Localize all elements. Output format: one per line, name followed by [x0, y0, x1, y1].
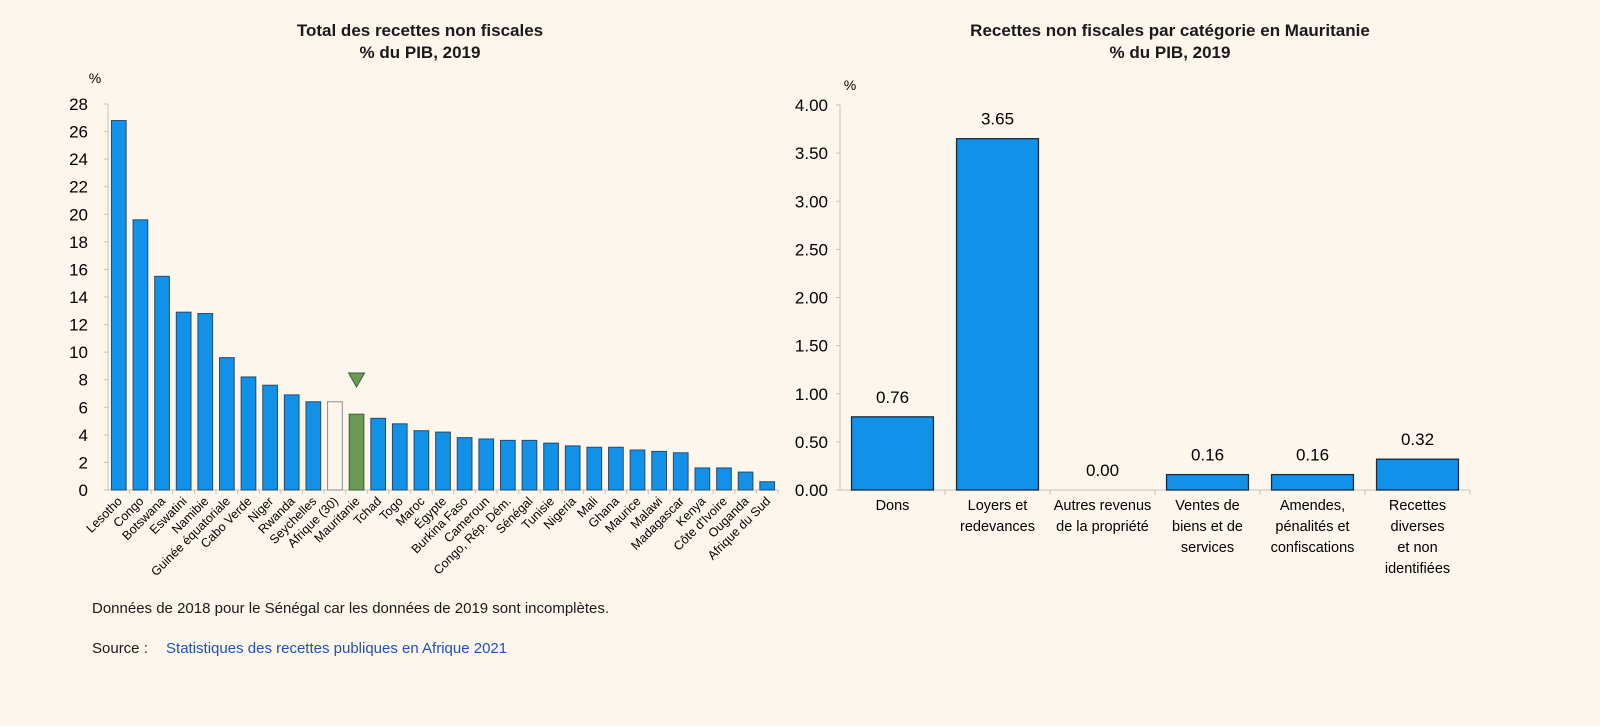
x-tick-label: identifiées [1385, 561, 1450, 577]
bar-eswatini [175, 311, 192, 491]
right-chart-title: Recettes non fiscales par catégorie en M… [870, 20, 1470, 64]
x-tick-label: redevances [960, 519, 1035, 535]
category-bar [1270, 473, 1355, 491]
bar-rwanda [283, 394, 300, 491]
y-tick-label: 4.00 [795, 96, 828, 115]
source-label: Source : [92, 640, 148, 657]
bar-seychelles [305, 401, 322, 491]
mauritanie-marker-icon [347, 372, 366, 389]
bar-s-n-gal [521, 439, 538, 491]
bar-tchad [370, 417, 387, 491]
bar-lesotho [110, 120, 127, 491]
bar-malawi [651, 450, 667, 491]
bar-botswana [154, 275, 170, 491]
x-tick-label: confiscations [1271, 540, 1355, 556]
data-label: 3.65 [981, 110, 1014, 129]
y-tick-label: 26 [69, 123, 88, 142]
data-label: 0.32 [1401, 430, 1434, 449]
x-tick-label: Loyers et [968, 498, 1028, 514]
data-label: 0.76 [876, 388, 909, 407]
x-tick-label: Autres revenus [1054, 498, 1152, 514]
y-tick-label: 2 [79, 453, 88, 472]
bar-burkina-faso [456, 437, 473, 491]
x-tick-label: Amendes, [1280, 498, 1345, 514]
bar-tunisie [543, 442, 559, 491]
bar-congo-r-p-d-m- [499, 439, 516, 491]
y-tick-label: 6 [79, 398, 88, 417]
left-chart-title-main: Total des recettes non fiscales [296, 21, 544, 40]
x-tick-label: services [1181, 540, 1234, 556]
bar-mali [586, 446, 603, 491]
y-axis-unit: % [844, 77, 856, 93]
y-tick-label: 10 [69, 343, 88, 362]
data-label: 0.00 [1086, 461, 1119, 480]
bar-ouganda [737, 471, 754, 491]
bar-cabo-verde [240, 376, 257, 491]
y-tick-label: 20 [69, 205, 88, 224]
bar-madagascar [672, 452, 689, 491]
x-tick-label: et non [1397, 540, 1437, 556]
left-chart-title: Total des recettes non fiscales % du PIB… [170, 20, 670, 64]
bar-c-te-d-ivoire [716, 467, 732, 491]
y-tick-label: 2.00 [795, 289, 828, 308]
bar-kenya [694, 467, 711, 491]
right-chart: % 0.00 0.50 1.00 1.50 2.00 2.50 3.00 3.50 4.00 0.7… [795, 77, 1471, 577]
y-tick-label: 0 [79, 481, 88, 500]
y-tick-label: 28 [69, 95, 88, 114]
y-tick-label: 3.50 [795, 144, 828, 163]
left-chart-subtitle: % du PIB, 2019 [359, 43, 481, 62]
right-chart-subtitle: % du PIB, 2019 [1109, 43, 1231, 62]
category-bar [1375, 458, 1460, 491]
y-tick-label: 4 [79, 426, 88, 445]
bar--gypte [435, 431, 451, 491]
bar-cameroun [478, 438, 495, 491]
left-chart: %0246810121416182022242628LesothoCongoBo… [69, 70, 779, 579]
y-tick-label: 0.50 [795, 433, 828, 452]
category-bar [1165, 473, 1250, 491]
bar-nigeria [564, 445, 581, 491]
y-tick-label: 24 [69, 150, 88, 169]
bar-afrique-du-sud [759, 481, 776, 491]
bar-namibie [197, 313, 214, 491]
y-tick-label: 12 [69, 316, 88, 335]
bar-maroc [413, 430, 430, 491]
x-tick-label: de la propriété [1056, 519, 1149, 535]
category-bar [955, 138, 1040, 491]
right-chart-title-main: Recettes non fiscales par catégorie en M… [970, 21, 1370, 40]
category-bar [850, 416, 935, 491]
bar-maurice [629, 449, 646, 491]
y-tick-label: 16 [69, 260, 88, 279]
y-axis-unit: % [89, 70, 101, 86]
bar-ghana [608, 446, 624, 491]
bar-togo [391, 423, 408, 491]
y-tick-label: 1.00 [795, 385, 828, 404]
source-link[interactable]: Statistiques des recettes publiques en A… [166, 640, 508, 657]
x-tick-label: diverses [1391, 519, 1445, 535]
bar-guin-e-quatoriale [219, 357, 235, 491]
data-label: 0.16 [1191, 446, 1224, 465]
footer-source: Source : Statistiques des recettes publi… [92, 640, 507, 657]
x-tick-label: Ventes de [1175, 498, 1240, 514]
y-tick-label: 18 [69, 233, 88, 252]
footer-note: Données de 2018 pour le Sénégal car les … [92, 600, 610, 617]
x-tick-label: Dons [876, 498, 910, 514]
bar-afrique-30- [327, 401, 343, 491]
y-tick-label: 0.00 [795, 481, 828, 500]
bar-congo [132, 219, 149, 491]
x-tick-label: pénalités et [1275, 519, 1349, 535]
y-tick-label: 8 [79, 371, 88, 390]
y-tick-label: 2.50 [795, 240, 828, 259]
bar-niger [262, 384, 278, 491]
y-tick-label: 22 [69, 178, 88, 197]
x-tick-label: Recettes [1389, 498, 1446, 514]
data-label: 0.16 [1296, 446, 1329, 465]
y-tick-label: 1.50 [795, 337, 828, 356]
y-tick-label: 14 [69, 288, 88, 307]
bar-mauritanie [348, 413, 365, 491]
y-tick-label: 3.00 [795, 192, 828, 211]
x-tick-label: biens et de [1172, 519, 1243, 535]
